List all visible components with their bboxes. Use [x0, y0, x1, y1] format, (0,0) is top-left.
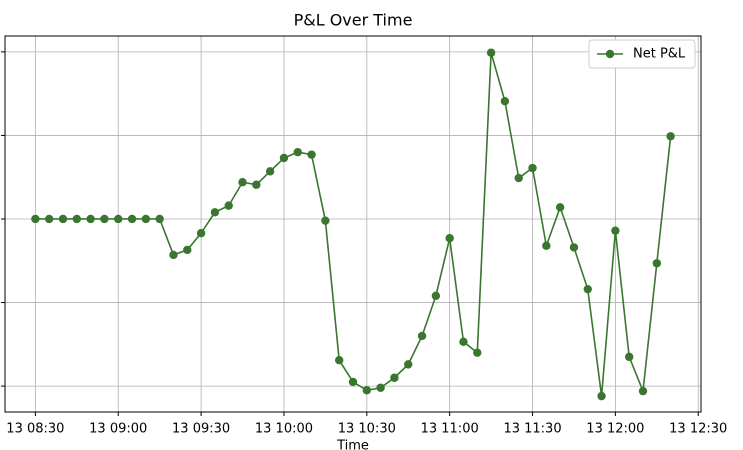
data-point [44, 214, 54, 224]
data-point [252, 180, 261, 189]
data-point [127, 214, 137, 224]
data-point [445, 234, 454, 243]
data-point [652, 259, 662, 268]
data-point [307, 150, 316, 159]
data-point [528, 163, 537, 173]
data-point [210, 208, 220, 217]
data-point [486, 48, 496, 57]
data-point [72, 214, 82, 224]
plot-frame [4, 35, 702, 413]
data-point [459, 337, 468, 347]
data-point [114, 214, 123, 224]
data-point [31, 214, 40, 224]
x-tick-label: 13 10:00 [255, 422, 313, 437]
data-point [404, 360, 413, 369]
data-point [183, 245, 192, 255]
data-point [196, 228, 206, 238]
data-point [141, 214, 151, 224]
data-point [362, 386, 372, 395]
data-point [265, 167, 275, 176]
data-point [666, 132, 675, 141]
data-point [473, 348, 482, 357]
series-line [35, 52, 672, 397]
data-point [238, 178, 247, 187]
x-tick-label: 13 08:30 [6, 422, 64, 437]
data-point [348, 377, 358, 387]
data-point [624, 352, 634, 362]
chart-title: P&L Over Time [294, 11, 413, 30]
data-point [611, 226, 620, 235]
data-point [514, 173, 523, 183]
data-point [431, 291, 441, 301]
data-point [597, 391, 606, 401]
legend-box [588, 39, 696, 69]
x-tick-label: 13 09:00 [89, 422, 147, 437]
data-point [417, 331, 427, 341]
data-point [86, 214, 95, 224]
legend-label: Net P&L [633, 47, 686, 62]
data-point [542, 241, 551, 250]
data-point [169, 250, 178, 260]
data-point [155, 214, 164, 224]
data-point [334, 355, 344, 365]
data-point [376, 383, 385, 392]
data-point [638, 386, 648, 396]
data-point [500, 96, 510, 106]
data-point [293, 147, 302, 157]
x-tick-label: 13 10:30 [338, 422, 396, 437]
data-point [321, 216, 330, 225]
data-point [100, 214, 109, 224]
x-tick-label: 13 11:00 [421, 422, 479, 437]
data-point [279, 153, 289, 163]
data-point [555, 203, 565, 212]
x-tick-label: 13 12:00 [586, 422, 644, 437]
x-tick-label: 13 12:30 [669, 422, 727, 437]
data-point [224, 201, 233, 210]
legend-marker [605, 49, 615, 59]
data-point [390, 373, 399, 382]
x-tick-label: 13 09:30 [172, 422, 230, 437]
x-tick-label: 13 11:30 [503, 422, 561, 437]
data-point [569, 243, 579, 252]
data-point [583, 284, 592, 294]
data-point [58, 214, 68, 224]
x-axis-label: Time [336, 439, 369, 450]
